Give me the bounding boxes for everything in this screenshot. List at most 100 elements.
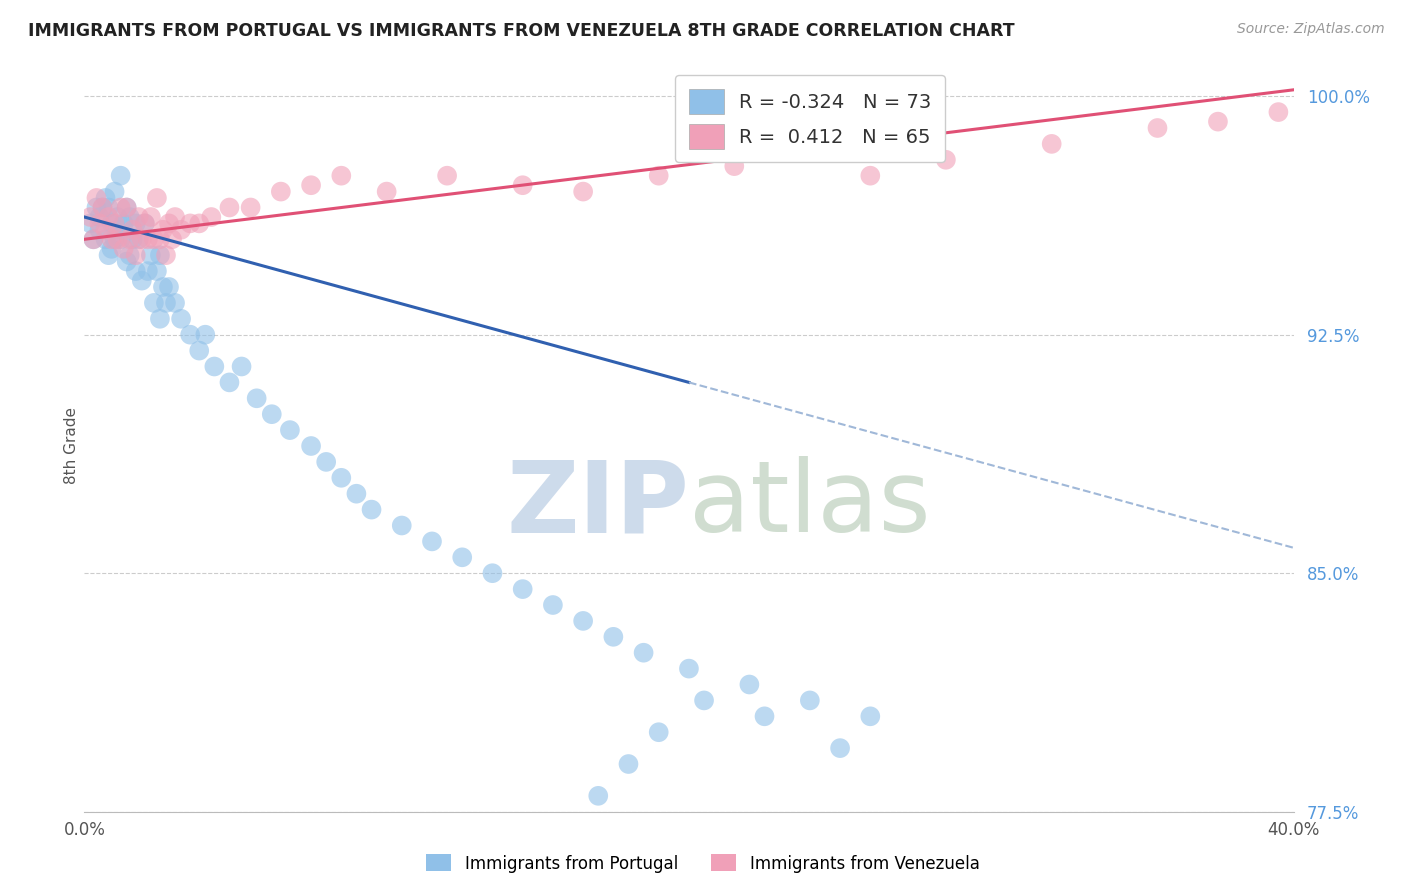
Point [179,216,201,230]
Point [82,232,104,246]
Point [157,280,180,294]
Point [572,614,595,628]
Point [541,598,564,612]
Point [115,201,138,215]
Point [125,216,148,230]
Point [678,662,700,676]
Point [115,201,138,215]
Point [299,439,322,453]
Text: ZIP: ZIP [506,456,689,553]
Point [188,216,211,230]
Point [149,232,172,246]
Point [315,455,337,469]
Text: atlas: atlas [689,456,931,553]
Point [89,216,111,230]
Point [91,201,114,215]
Point [107,210,129,224]
Point [179,327,201,342]
Point [1267,105,1289,120]
Point [107,232,129,246]
Point [270,185,292,199]
Point [859,709,882,723]
Point [155,296,177,310]
Y-axis label: 8th Grade: 8th Grade [63,408,79,484]
Point [648,169,671,183]
Point [104,185,127,199]
Point [142,296,165,310]
Point [723,159,745,173]
Point [89,223,111,237]
Point [693,693,716,707]
Point [142,232,165,246]
Point [633,646,655,660]
Point [260,407,283,421]
Point [165,296,187,310]
Point [935,153,957,167]
Point [94,191,117,205]
Point [200,210,222,224]
Point [420,534,443,549]
Point [436,169,458,183]
Point [157,216,180,230]
Point [375,185,398,199]
Point [125,248,148,262]
Point [100,242,122,256]
Point [136,264,159,278]
Point [136,232,159,246]
Point [617,757,640,772]
Point [115,254,138,268]
Point [330,471,353,485]
Point [97,210,120,224]
Point [299,178,322,193]
Point [278,423,301,437]
Point [112,242,135,256]
Point [131,274,153,288]
Point [146,264,169,278]
Point [100,232,122,246]
Point [118,248,141,262]
Point [79,216,101,230]
Point [82,232,104,246]
Point [512,582,534,596]
Point [738,677,761,691]
Legend: Immigrants from Portugal, Immigrants from Venezuela: Immigrants from Portugal, Immigrants fro… [420,847,986,880]
Point [165,210,187,224]
Point [94,232,117,246]
Legend: R = -0.324   N = 73, R =  0.412   N = 65: R = -0.324 N = 73, R = 0.412 N = 65 [675,75,945,162]
Point [125,264,148,278]
Point [330,169,353,183]
Point [139,210,162,224]
Point [188,343,211,358]
Point [131,232,153,246]
Text: Source: ZipAtlas.com: Source: ZipAtlas.com [1237,22,1385,37]
Point [231,359,253,374]
Point [218,376,240,390]
Point [110,232,132,246]
Point [481,566,503,581]
Point [128,210,150,224]
Text: IMMIGRANTS FROM PORTUGAL VS IMMIGRANTS FROM VENEZUELA 8TH GRADE CORRELATION CHAR: IMMIGRANTS FROM PORTUGAL VS IMMIGRANTS F… [28,22,1015,40]
Point [110,201,132,215]
Point [100,216,122,230]
Point [152,280,174,294]
Point [107,223,129,237]
Point [128,232,150,246]
Point [588,789,610,803]
Point [512,178,534,193]
Point [149,311,172,326]
Point [118,210,141,224]
Point [346,486,368,500]
Point [451,550,474,565]
Point [97,201,120,215]
Point [360,502,382,516]
Point [155,248,177,262]
Point [121,232,143,246]
Point [572,185,595,199]
Point [97,248,120,262]
Point [149,248,172,262]
Point [170,311,193,326]
Point [134,216,156,230]
Point [194,327,217,342]
Point [86,201,108,215]
Point [391,518,413,533]
